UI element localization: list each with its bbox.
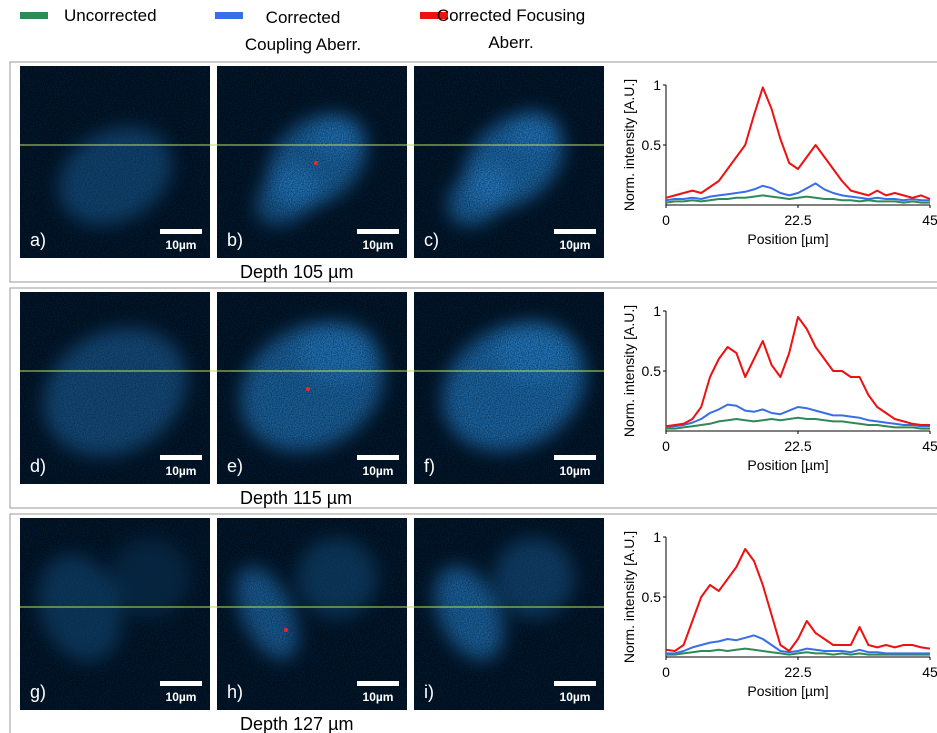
y-axis-label: Norm. intensity [A.U.] — [621, 79, 637, 211]
reference-point — [314, 161, 318, 165]
scale-bar — [357, 229, 399, 234]
x-tick-label: 22.5 — [784, 438, 811, 454]
image-grain — [20, 292, 210, 484]
x-tick-label: 22.5 — [784, 212, 811, 228]
scale-bar-label: 10µm — [363, 464, 394, 478]
profile-series — [666, 416, 930, 430]
y-axis-label: Norm. intensity [A.U.] — [621, 531, 637, 663]
legend-swatch — [20, 12, 48, 19]
y-axis-label: Norm. intensity [A.U.] — [621, 305, 637, 437]
legend-label: Corrected Focusing Aberr. — [436, 6, 586, 52]
profile-series — [665, 194, 930, 204]
y-tick-label: 1 — [653, 529, 661, 545]
panel-label: e) — [227, 456, 243, 476]
image-grain — [217, 66, 407, 258]
image-panel: b) 10µm — [217, 66, 407, 258]
legend-label: Uncorrected — [64, 6, 157, 25]
image-grain — [217, 518, 407, 710]
image-panel: e) 10µm — [217, 292, 407, 484]
image-grain — [414, 66, 604, 258]
y-tick-label: 0.5 — [642, 589, 662, 605]
x-axis-label: Position [µm] — [747, 457, 828, 473]
profile-series — [665, 316, 930, 428]
profile-series — [665, 182, 930, 202]
panel-label: c) — [424, 230, 439, 250]
scale-bar — [357, 681, 399, 686]
panel-label: h) — [227, 682, 243, 702]
y-tick-label: 0.5 — [642, 363, 662, 379]
scale-bar-label: 10µm — [560, 464, 591, 478]
legend-label: Corrected Coupling Aberr. — [244, 8, 362, 54]
y-tick-label: 1 — [653, 77, 661, 93]
x-tick-label: 0 — [662, 438, 670, 454]
x-axis-label: Position [µm] — [747, 683, 828, 699]
scale-bar — [554, 229, 596, 234]
depth-caption: Depth 105 µm — [240, 262, 353, 282]
panel-label: i) — [424, 682, 434, 702]
image-grain — [20, 518, 210, 710]
x-tick-label: 22.5 — [784, 664, 811, 680]
panel-label: a) — [30, 230, 46, 250]
scale-bar-label: 10µm — [166, 464, 197, 478]
y-tick-label: 0.5 — [642, 137, 662, 153]
scale-bar — [357, 455, 399, 460]
image-grain — [217, 292, 407, 484]
figure-row: a) 10µm b) 10µm c) 10µm Depth 105 µm 0.5 1 0 22.5 4… — [9, 61, 937, 283]
figure-row: g) 10µm h) 10µm i) 10µm Depth 127 µm 0.5 1 0 22.5 4… — [9, 513, 937, 733]
y-tick-label: 1 — [653, 303, 661, 319]
profile-series — [665, 403, 930, 429]
row-frame — [9, 513, 937, 733]
scale-bar — [160, 229, 202, 234]
profile-series — [665, 548, 931, 652]
depth-caption: Depth 127 µm — [240, 714, 353, 733]
x-tick-label: 0 — [662, 212, 670, 228]
scale-bar — [554, 681, 596, 686]
reference-point — [284, 628, 288, 632]
image-panel: d) 10µm — [20, 292, 210, 484]
image-panel: f) 10µm — [414, 292, 604, 484]
scale-bar — [160, 455, 202, 460]
x-tick-label: 45 — [922, 212, 937, 228]
panel-label: f) — [424, 456, 435, 476]
x-tick-label: 45 — [922, 438, 937, 454]
legend-swatch — [420, 12, 448, 19]
x-axis-label: Position [µm] — [747, 231, 828, 247]
figure-row: d) 10µm e) 10µm f) 10µm Depth 115 µm 0.5 1 0 22.5 4… — [9, 287, 937, 509]
image-panel: h) 10µm — [217, 518, 407, 710]
profile-series — [666, 634, 930, 655]
reference-point — [306, 387, 310, 391]
depth-caption: Depth 115 µm — [240, 488, 352, 508]
image-grain — [414, 518, 604, 710]
x-tick-label: 45 — [922, 664, 937, 680]
image-panel: g) 10µm — [20, 518, 210, 710]
panel-label: g) — [30, 682, 46, 702]
image-panel: c) 10µm — [414, 66, 604, 258]
image-panel: i) 10µm — [414, 518, 604, 710]
image-grain — [414, 292, 604, 484]
scale-bar — [554, 455, 596, 460]
row-frame — [9, 61, 937, 283]
scale-bar — [160, 681, 202, 686]
x-tick-label: 0 — [662, 664, 670, 680]
scale-bar-label: 10µm — [166, 690, 197, 704]
row-frame — [9, 287, 937, 509]
panel-label: b) — [227, 230, 243, 250]
scale-bar-label: 10µm — [560, 690, 591, 704]
scale-bar-label: 10µm — [166, 238, 197, 252]
profile-series — [665, 86, 931, 200]
scale-bar-label: 10µm — [560, 238, 591, 252]
scale-bar-label: 10µm — [363, 690, 394, 704]
profile-series — [666, 647, 930, 656]
scale-bar-label: 10µm — [363, 238, 394, 252]
image-panel: a) 10µm — [20, 66, 210, 258]
image-grain — [20, 66, 210, 258]
legend-swatch — [215, 12, 243, 19]
panel-label: d) — [30, 456, 46, 476]
